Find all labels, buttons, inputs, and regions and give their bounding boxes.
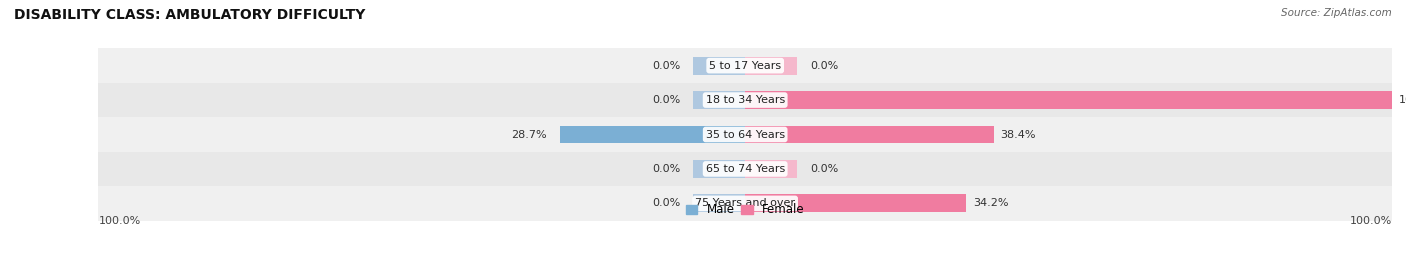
Bar — [745, 91, 1392, 109]
Text: 100.0%: 100.0% — [1350, 216, 1392, 226]
Text: 100.0%: 100.0% — [1399, 95, 1406, 105]
Text: 65 to 74 Years: 65 to 74 Years — [706, 164, 785, 174]
Text: 0.0%: 0.0% — [652, 198, 681, 208]
Bar — [98, 83, 1392, 117]
Bar — [98, 117, 1392, 152]
Bar — [693, 160, 745, 178]
Text: 0.0%: 0.0% — [652, 164, 681, 174]
Bar — [98, 186, 1392, 221]
Text: 34.2%: 34.2% — [973, 198, 1008, 208]
Text: 0.0%: 0.0% — [810, 164, 838, 174]
Bar — [98, 152, 1392, 186]
Text: 28.7%: 28.7% — [510, 129, 547, 140]
Text: 75 Years and over: 75 Years and over — [695, 198, 796, 208]
Bar — [693, 57, 745, 75]
Bar — [98, 48, 1392, 83]
Text: Source: ZipAtlas.com: Source: ZipAtlas.com — [1281, 8, 1392, 18]
Bar — [693, 91, 745, 109]
Text: 35 to 64 Years: 35 to 64 Years — [706, 129, 785, 140]
Legend: Male, Female: Male, Female — [686, 203, 804, 216]
Bar — [693, 194, 745, 212]
Text: 18 to 34 Years: 18 to 34 Years — [706, 95, 785, 105]
Bar — [745, 57, 797, 75]
Text: 0.0%: 0.0% — [652, 61, 681, 71]
Text: 0.0%: 0.0% — [810, 61, 838, 71]
Text: DISABILITY CLASS: AMBULATORY DIFFICULTY: DISABILITY CLASS: AMBULATORY DIFFICULTY — [14, 8, 366, 22]
Text: 100.0%: 100.0% — [98, 216, 141, 226]
Text: 5 to 17 Years: 5 to 17 Years — [709, 61, 782, 71]
Bar — [560, 126, 745, 143]
Text: 38.4%: 38.4% — [1000, 129, 1035, 140]
Bar — [745, 160, 797, 178]
Text: 0.0%: 0.0% — [652, 95, 681, 105]
Bar — [745, 126, 994, 143]
Bar — [745, 194, 966, 212]
